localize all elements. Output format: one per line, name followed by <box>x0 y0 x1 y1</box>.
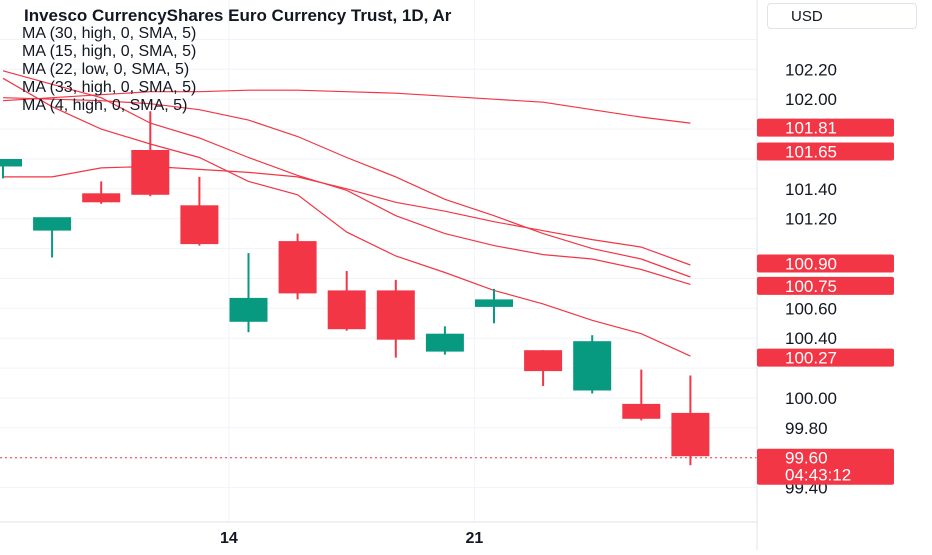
candle[interactable] <box>425 326 464 355</box>
bar-countdown: 04:43:12 <box>785 466 851 485</box>
candle-body <box>229 297 268 322</box>
last-price-label-bg <box>757 448 894 485</box>
y-tick-label: 102.00 <box>785 90 837 109</box>
y-tick-label: 100.60 <box>785 299 837 318</box>
ma-price-label-text: 101.65 <box>785 143 837 162</box>
chart-title: Invesco CurrencyShares Euro Currency Tru… <box>24 6 452 25</box>
candle-body <box>278 241 317 294</box>
indicator-ma-22[interactable]: MA (22, low, 0, SMA, 5) <box>22 61 190 78</box>
candle-body <box>622 403 661 419</box>
ma-line[interactable] <box>3 165 691 266</box>
ma-line[interactable] <box>2 77 691 357</box>
ma-price-label-bg <box>757 254 894 273</box>
ma-line[interactable] <box>2 97 691 278</box>
y-tick-label: 102.20 <box>785 60 837 79</box>
currency-selector[interactable]: USD <box>767 3 917 29</box>
candle-body <box>82 193 121 203</box>
candle-body <box>180 205 219 245</box>
ma-price-label: 100.27 <box>757 348 894 368</box>
candle[interactable] <box>180 176 219 246</box>
ma-price-label: 100.75 <box>757 276 894 296</box>
candle[interactable] <box>524 350 563 386</box>
y-tick-label: 99.80 <box>785 419 828 438</box>
x-tick-label: 21 <box>466 530 484 547</box>
ma-line[interactable] <box>2 70 691 285</box>
candle-body <box>524 350 563 372</box>
ma-price-label-bg <box>757 118 894 137</box>
ma-price-label-text: 100.90 <box>785 255 837 274</box>
candle[interactable] <box>376 279 415 358</box>
indicator-ma-4[interactable]: MA (4, high, 0, SMA, 5) <box>22 97 188 114</box>
candle-body <box>671 412 710 457</box>
ma-price-label-text: 100.27 <box>785 349 837 368</box>
indicator-ma-15[interactable]: MA (15, high, 0, SMA, 5) <box>22 43 197 60</box>
ma-price-label-bg <box>757 348 894 367</box>
candle-body <box>33 217 72 231</box>
x-tick-label: 14 <box>220 530 238 547</box>
candle-body <box>376 290 415 340</box>
ma-price-label: 100.90 <box>757 254 894 274</box>
ma-line[interactable] <box>2 89 691 124</box>
candle[interactable] <box>622 369 661 421</box>
candle[interactable] <box>229 253 268 333</box>
candle[interactable] <box>573 335 612 394</box>
indicator-ma-30[interactable]: MA (30, high, 0, SMA, 5) <box>22 25 197 42</box>
last-price-value: 99.60 <box>785 449 828 468</box>
y-tick-label: 101.20 <box>785 210 837 229</box>
candle-body <box>131 150 170 195</box>
candle-body <box>327 290 366 330</box>
candle[interactable] <box>475 288 513 324</box>
ma-price-label: 101.65 <box>757 142 894 162</box>
ma-price-label-text: 100.75 <box>785 277 837 296</box>
indicator-ma-33[interactable]: MA (33, high, 0, SMA, 5) <box>22 79 197 96</box>
ma-price-label-bg <box>757 276 894 295</box>
indicator-legend: MA (30, high, 0, SMA, 5) MA (15, high, 0… <box>22 25 196 115</box>
candle-body <box>425 333 464 352</box>
ma-price-label: 101.81 <box>757 118 894 138</box>
candle[interactable] <box>327 271 366 331</box>
y-tick-label: 101.40 <box>785 180 837 199</box>
candle-body <box>0 159 22 167</box>
candle[interactable] <box>671 375 710 466</box>
ma-price-label-text: 101.81 <box>785 119 837 138</box>
candle[interactable] <box>33 217 72 258</box>
candle[interactable] <box>278 233 317 300</box>
y-tick-label: 100.40 <box>785 329 837 348</box>
candle[interactable] <box>131 111 170 197</box>
candle-body <box>475 299 513 307</box>
ma-price-label-bg <box>757 142 894 161</box>
candle[interactable] <box>0 159 22 179</box>
y-tick-label: 100.00 <box>785 389 837 408</box>
candle-body <box>573 341 612 391</box>
candle[interactable] <box>82 181 121 204</box>
